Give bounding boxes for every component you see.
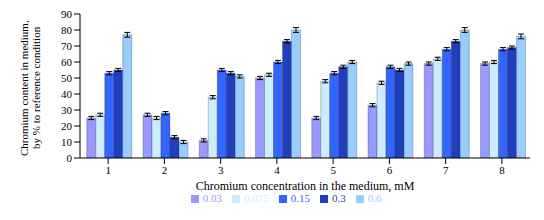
html-text:0.15: 0.15 xyxy=(290,192,310,204)
svg-text:3: 3 xyxy=(218,164,224,176)
svg-text:Chromium concentration in the: Chromium concentration in the medium, mM xyxy=(196,179,415,193)
html-text:0.6: 0.6 xyxy=(367,192,382,204)
html-text:0.075: 0.075 xyxy=(243,192,269,204)
svg-text:70: 70 xyxy=(61,40,73,52)
html-text:Chromium content in medium, by: Chromium content in medium, by % to refe… xyxy=(18,20,42,156)
html-text:0.03: 0.03 xyxy=(202,192,222,204)
svg-text:7: 7 xyxy=(443,164,449,176)
html-text:0.3: 0.3 xyxy=(331,192,346,204)
svg-text:4: 4 xyxy=(274,164,280,176)
svg-text:1: 1 xyxy=(105,164,111,176)
svg-text:40: 40 xyxy=(61,88,73,100)
svg-text:20: 20 xyxy=(61,120,73,132)
svg-text:2: 2 xyxy=(162,164,168,176)
svg-text:5: 5 xyxy=(330,164,336,176)
svg-text:10: 10 xyxy=(61,136,73,148)
svg-text:8: 8 xyxy=(499,164,505,176)
svg-text:0: 0 xyxy=(67,152,73,164)
svg-text:50: 50 xyxy=(61,72,73,84)
svg-text:30: 30 xyxy=(61,104,73,116)
svg-text:90: 90 xyxy=(61,8,73,20)
svg-text:80: 80 xyxy=(61,24,73,36)
svg-text:6: 6 xyxy=(387,164,393,176)
svg-text:60: 60 xyxy=(61,56,73,68)
